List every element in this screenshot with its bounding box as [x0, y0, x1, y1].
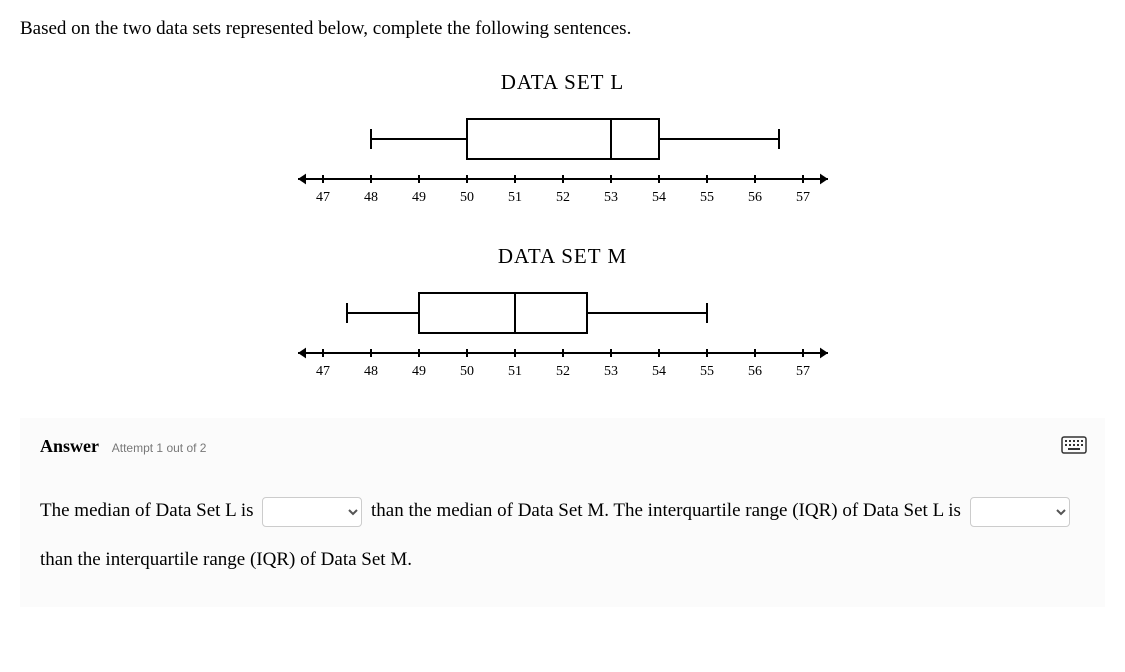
- svg-text:51: 51: [508, 190, 522, 205]
- chart-l-title: DATA SET L: [213, 70, 913, 95]
- answer-label: Answer: [40, 436, 99, 456]
- svg-text:53: 53: [604, 190, 618, 205]
- svg-text:49: 49: [412, 364, 426, 379]
- svg-text:47: 47: [316, 190, 330, 205]
- svg-text:49: 49: [412, 190, 426, 205]
- sentence-part-3: Data Set L is: [863, 500, 961, 521]
- svg-text:56: 56: [748, 190, 762, 205]
- svg-text:55: 55: [700, 364, 714, 379]
- axis-m: 47 48 49 50 51 52 53 54 55 56 57: [283, 343, 843, 383]
- median-compare-select[interactable]: greaterlessequal to: [262, 497, 362, 527]
- svg-text:57: 57: [796, 364, 810, 379]
- svg-text:50: 50: [460, 364, 474, 379]
- sentence-part-1: The median of Data Set L is: [40, 500, 254, 521]
- svg-text:56: 56: [748, 364, 762, 379]
- axis-l: 47 48 49 50 51 52 53 54 55 56 57: [283, 169, 843, 209]
- svg-text:54: 54: [652, 364, 666, 379]
- answer-sentence: The median of Data Set L is greaterlesse…: [40, 486, 1085, 585]
- boxplot-m: [283, 283, 843, 343]
- sentence-part-2: than the median of Data Set M. The inter…: [371, 500, 858, 521]
- answer-section: Answer Attempt 1 out of 2 The median of …: [20, 418, 1105, 607]
- svg-text:52: 52: [556, 364, 570, 379]
- svg-text:51: 51: [508, 364, 522, 379]
- svg-text:50: 50: [460, 190, 474, 205]
- svg-text:55: 55: [700, 190, 714, 205]
- svg-text:53: 53: [604, 364, 618, 379]
- keyboard-icon[interactable]: [1061, 436, 1087, 454]
- svg-text:52: 52: [556, 190, 570, 205]
- answer-header: Answer Attempt 1 out of 2: [40, 436, 1085, 458]
- svg-text:57: 57: [796, 190, 810, 205]
- charts-container: DATA SET L 47 48 49 50 51 52 53 54 55 56 57 DATA S…: [213, 70, 913, 383]
- svg-text:54: 54: [652, 190, 666, 205]
- attempt-label: Attempt 1 out of 2: [112, 441, 207, 455]
- sentence-part-4: than the interquartile range (IQR) of Da…: [40, 549, 412, 570]
- question-prompt: Based on the two data sets represented b…: [20, 18, 1105, 40]
- boxplot-l: [283, 109, 843, 169]
- svg-text:47: 47: [316, 364, 330, 379]
- iqr-compare-select[interactable]: greaterlessequal to: [970, 497, 1070, 527]
- svg-text:48: 48: [364, 190, 378, 205]
- svg-text:48: 48: [364, 364, 378, 379]
- chart-m-title: DATA SET M: [213, 244, 913, 269]
